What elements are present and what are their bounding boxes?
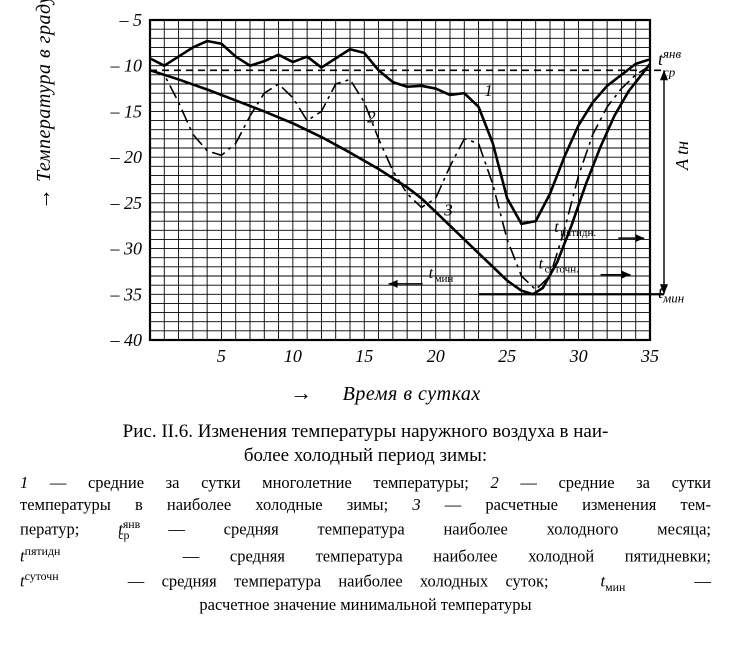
- svg-text:3: 3: [443, 201, 453, 220]
- svg-text:t: t: [429, 265, 434, 282]
- svg-text:15: 15: [355, 346, 373, 366]
- label-A-tn: A tн: [672, 141, 693, 170]
- chart-container: → Температура в градусах – 5– 10– 15– 20…: [60, 10, 711, 370]
- svg-text:1: 1: [484, 81, 493, 100]
- label-t-min-right: tмин: [658, 282, 684, 307]
- label-t-cp-yanv: tянв tср: [658, 46, 681, 95]
- x-axis-label: →Время в сутках: [60, 380, 711, 406]
- svg-text:мин: мин: [435, 273, 454, 285]
- svg-text:10: 10: [284, 346, 302, 366]
- svg-text:– 20: – 20: [110, 147, 143, 167]
- svg-text:20: 20: [427, 346, 445, 366]
- figure-legend: 1 — средние за сутки многолетние темпера…: [20, 472, 711, 617]
- svg-text:30: 30: [569, 346, 588, 366]
- svg-text:5: 5: [217, 346, 226, 366]
- svg-text:25: 25: [498, 346, 516, 366]
- svg-text:пятидн.: пятидн.: [560, 227, 596, 239]
- svg-text:2: 2: [367, 107, 376, 126]
- svg-text:35: 35: [640, 346, 659, 366]
- svg-text:суточн.: суточн.: [545, 264, 580, 276]
- temperature-chart: – 5 – 10 – 15 – 20 – 25 – 30 – 35 – 40 5 10 15 20 25…: [60, 10, 720, 370]
- svg-text:t: t: [554, 219, 559, 236]
- y-axis-label: → Температура в градусах: [30, 0, 56, 210]
- svg-text:– 5: – 5: [119, 10, 143, 30]
- svg-text:t: t: [539, 256, 544, 273]
- svg-text:– 25: – 25: [110, 193, 143, 213]
- svg-text:– 15: – 15: [110, 101, 143, 121]
- svg-text:– 40: – 40: [110, 330, 143, 350]
- svg-text:– 35: – 35: [110, 284, 143, 304]
- figure-caption: Рис. II.6. Изменения температуры наружно…: [20, 420, 711, 468]
- svg-text:– 10: – 10: [110, 56, 143, 76]
- svg-text:– 30: – 30: [110, 239, 143, 259]
